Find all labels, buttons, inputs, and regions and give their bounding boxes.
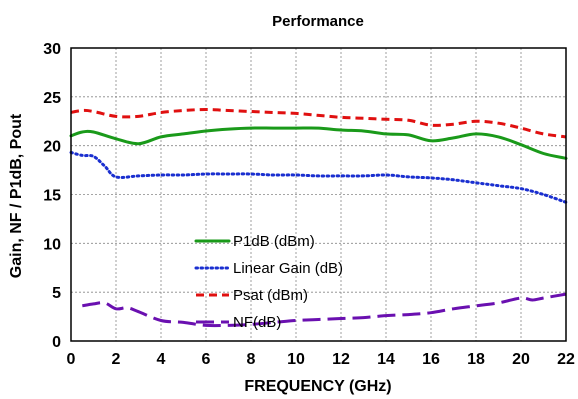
legend-label-linear-gain-db: Linear Gain (dB) [233,260,343,277]
legend-label-p1db-dbm: P1dB (dBm) [233,233,315,250]
chart-title: Performance [272,13,364,30]
series-line-linear-gain-db [69,151,568,204]
series-line-p1db-dbm [69,126,568,160]
y-axis-label: Gain, NF / P1dB, Pout [8,113,25,278]
y-tick-label: 25 [43,90,61,107]
series-layer [69,108,568,328]
x-tick-label: 8 [247,351,256,368]
series-line-psat-dbm [70,108,567,139]
y-tick-label: 30 [43,41,61,58]
x-axis-ticks: 0 2 4 6 8 10 12 14 16 18 20 22 [67,351,575,368]
x-tick-label: 12 [332,351,350,368]
plot-frame [70,47,567,342]
legend: P1dB (dBm) Linear Gain (dB) Psat (dBm) NF(d… [194,233,343,331]
legend-label-nf-db: NF(dB) [233,314,281,331]
x-tick-label: 22 [557,351,575,368]
x-tick-label: 6 [202,351,211,368]
x-tick-label: 18 [467,351,485,368]
y-tick-label: 0 [52,334,61,351]
x-tick-label: 14 [377,351,395,368]
x-axis-label: FREQUENCY (GHz) [244,378,391,395]
x-tick-label: 0 [67,351,76,368]
legend-label-psat-dbm: Psat (dBm) [233,287,308,304]
x-tick-label: 2 [112,351,121,368]
y-tick-label: 20 [43,139,61,156]
y-tick-label: 5 [52,285,61,302]
grid-lines [71,48,566,341]
x-tick-label: 10 [287,351,305,368]
x-tick-label: 4 [157,351,166,368]
y-tick-label: 15 [43,188,61,205]
y-axis-ticks: 0 5 10 15 20 25 30 [43,41,61,351]
x-tick-label: 20 [512,351,530,368]
series-line-nf-db [82,292,567,328]
y-tick-label: 10 [43,236,61,253]
x-tick-label: 16 [422,351,440,368]
